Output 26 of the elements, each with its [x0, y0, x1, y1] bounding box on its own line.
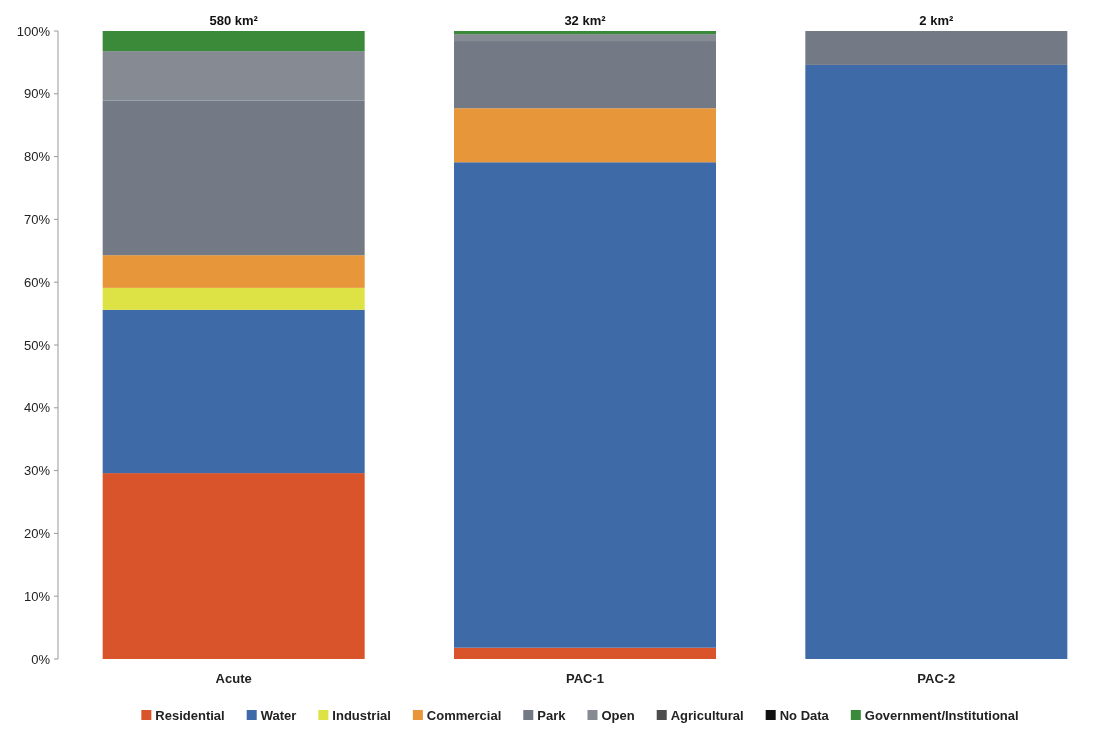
- y-tick-label: 80%: [23, 149, 51, 165]
- legend-label: Government/Institutional: [864, 708, 1019, 723]
- y-tick-label: 30%: [23, 463, 51, 479]
- legend-label: Residential: [155, 708, 225, 723]
- y-tick-label: 0%: [31, 651, 51, 667]
- legend-label: Park: [537, 708, 567, 723]
- x-tick-label: PAC-2: [917, 671, 956, 686]
- y-tick-label: 70%: [23, 211, 51, 227]
- legend-label: Open: [601, 708, 635, 723]
- legend-label: No Data: [779, 708, 830, 723]
- x-tick-label: PAC-1: [565, 671, 605, 686]
- annotation: 580 km²: [209, 13, 259, 28]
- y-tick-label: 40%: [23, 400, 51, 416]
- legend-label: Industrial: [332, 708, 391, 723]
- annotation: 32 km²: [564, 13, 607, 28]
- y-tick-label: 90%: [23, 86, 51, 102]
- y-tick-label: 100%: [16, 23, 51, 39]
- y-tick-label: 20%: [23, 525, 51, 541]
- y-tick-label: 10%: [23, 588, 51, 604]
- legend-label: Commercial: [426, 708, 502, 723]
- y-tick-label: 60%: [23, 274, 51, 290]
- legend-label: Agricultural: [670, 708, 744, 723]
- y-tick-label: 50%: [23, 337, 51, 353]
- annotation: 2 km²: [919, 13, 954, 28]
- x-tick-label: Acute: [215, 671, 252, 686]
- legend-label: Water: [260, 708, 297, 723]
